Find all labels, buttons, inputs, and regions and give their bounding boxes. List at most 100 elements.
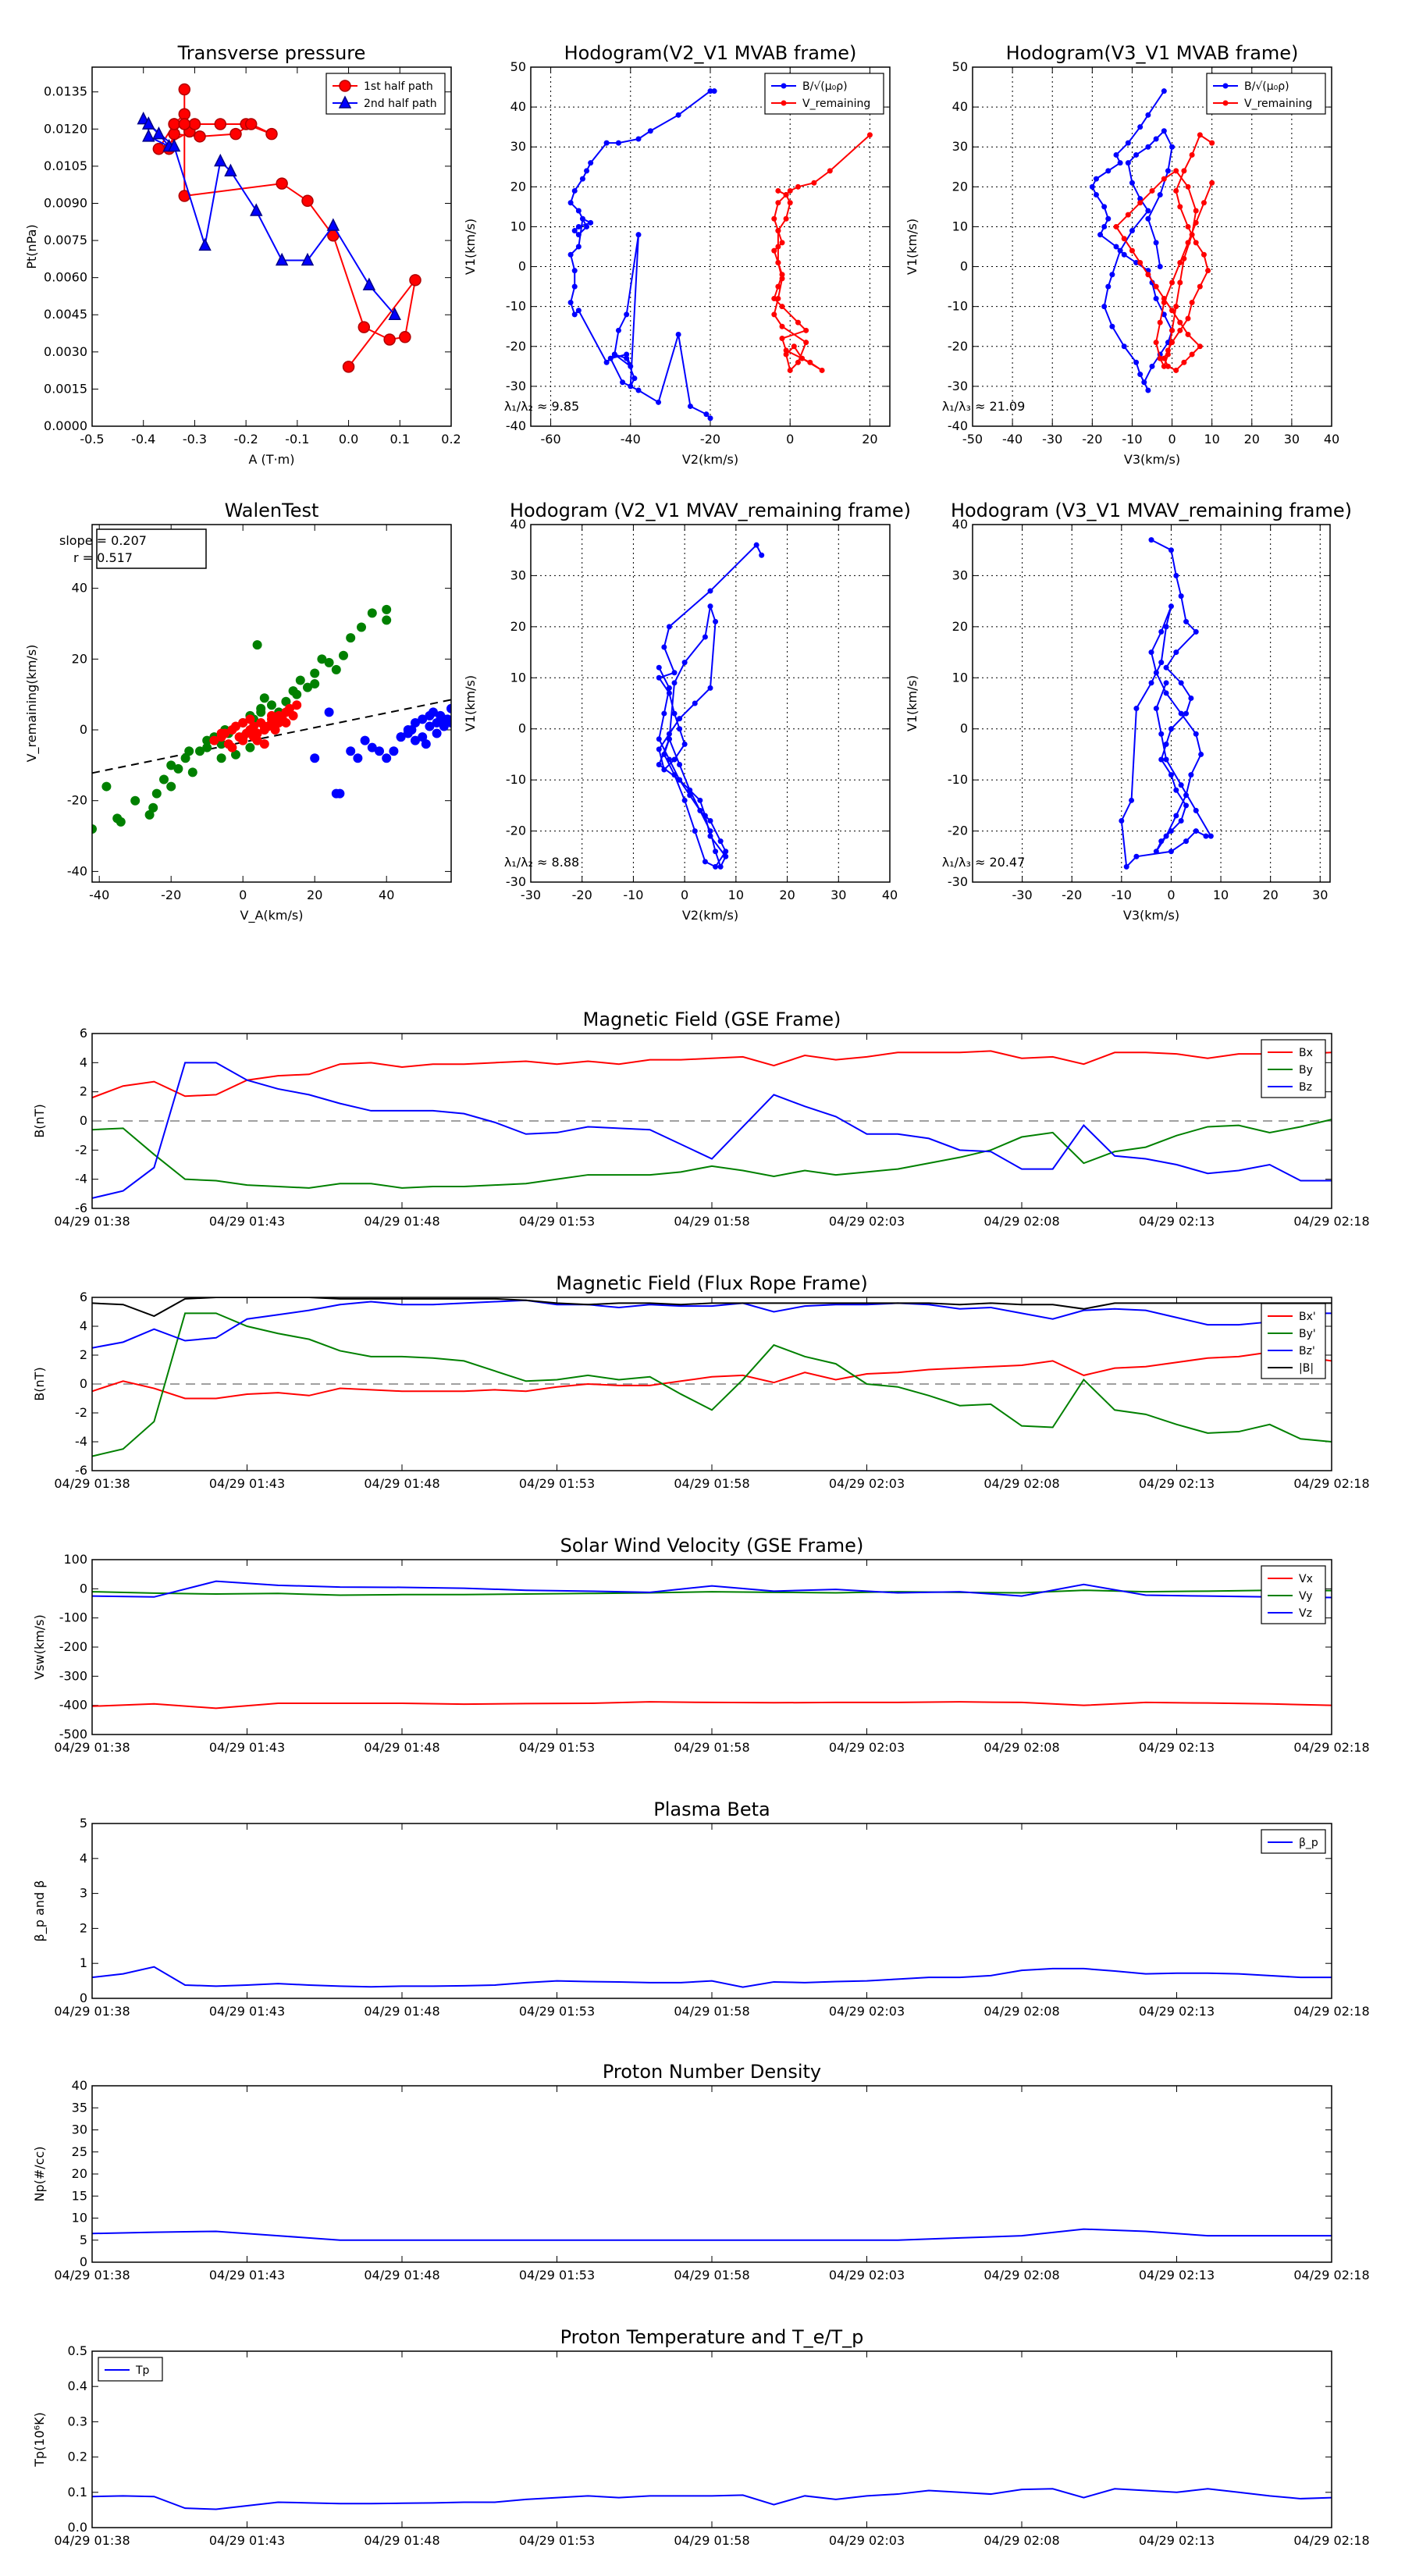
data-point <box>1181 168 1187 174</box>
data-point <box>1188 772 1194 778</box>
chart-panel-1: Hodogram(V2_V1 MVAB frame) -40 -30 -20 -10 0 1… <box>463 42 891 467</box>
data-point <box>274 717 284 728</box>
data-point <box>783 347 789 354</box>
y-tick-label: 10 <box>72 2211 87 2226</box>
data-point <box>1157 355 1163 361</box>
data-point <box>1125 212 1131 218</box>
data-point <box>231 749 240 760</box>
data-point <box>615 140 621 146</box>
data-point <box>168 118 180 130</box>
eigen-ratio-annotation: λ₁/λ₂ ≈ 8.88 <box>504 855 579 870</box>
x-tick-label: 20 <box>862 432 877 447</box>
data-point <box>1133 359 1140 365</box>
data-point <box>1208 833 1214 839</box>
chart-panel-0: Transverse pressure 0.0000 0.0015 0.0030 0.0… <box>24 42 461 467</box>
data-point <box>1197 283 1203 290</box>
data-point <box>717 838 724 845</box>
data-point <box>446 717 451 728</box>
y-tick-label: 0.2 <box>68 2450 87 2464</box>
data-point <box>1153 670 1159 676</box>
x-tick-label: -0.3 <box>183 432 207 447</box>
data-point <box>707 828 713 834</box>
data-point <box>1161 295 1167 301</box>
data-point <box>1178 782 1184 788</box>
legend-box <box>764 73 884 115</box>
data-point <box>375 746 384 756</box>
data-point <box>317 654 327 664</box>
plot-frame <box>972 524 1331 883</box>
data-point <box>281 696 291 706</box>
y-tick-label: -30 <box>948 874 968 889</box>
y-tick-label: 0 <box>80 1113 87 1128</box>
data-point <box>285 703 294 713</box>
data-point <box>571 187 578 194</box>
data-point <box>1173 649 1179 656</box>
x-tick-label: 0 <box>786 432 794 447</box>
chart-panel-8: Solar Wind Velocity (GSE Frame) -500 -400 -… <box>32 1535 1370 1755</box>
x-tick-label: -40 <box>1002 432 1023 447</box>
data-point <box>702 813 708 819</box>
data-point <box>1203 833 1209 839</box>
data-point <box>1173 187 1179 194</box>
data-layer <box>656 542 765 870</box>
data-point <box>656 664 662 671</box>
data-point <box>1148 537 1154 543</box>
x-tick-label: -10 <box>623 888 643 902</box>
x-tick-label: 40 <box>882 888 898 902</box>
y-tick-label: 25 <box>72 2144 87 2159</box>
x-tick-label: -50 <box>962 432 983 447</box>
x-tick-label: 04/29 02:18 <box>1293 1214 1369 1229</box>
data-point <box>1145 387 1151 393</box>
y-tick-label: -20 <box>506 339 526 354</box>
y-tick-label: -2 <box>75 1405 87 1420</box>
data-point <box>1113 151 1119 158</box>
data-point <box>771 295 777 301</box>
data-point <box>579 176 585 182</box>
x-tick-label: 04/29 02:08 <box>984 1214 1059 1229</box>
x-tick-label: 04/29 02:08 <box>984 1740 1059 1755</box>
data-point <box>779 276 785 282</box>
series-line-V_remaining <box>773 134 871 372</box>
y-tick-label: 0.1 <box>68 2485 87 2500</box>
data-point <box>1157 192 1163 198</box>
y-tick-label: -40 <box>67 863 87 878</box>
data-point <box>656 746 662 753</box>
data-point <box>259 739 269 749</box>
data-point <box>389 746 399 756</box>
data-point <box>245 742 255 753</box>
data-point <box>1185 331 1191 337</box>
data-point <box>677 726 683 732</box>
data-point <box>1209 140 1215 146</box>
data-point <box>707 685 713 691</box>
y-tick-label: 0.0015 <box>44 381 87 396</box>
data-point <box>259 693 269 703</box>
data-point <box>799 355 806 361</box>
x-tick-label: -0.2 <box>234 432 258 447</box>
y-tick-label: 20 <box>72 2166 87 2181</box>
y-tick-label: 0 <box>960 721 968 736</box>
y-tick-label: 20 <box>510 179 526 194</box>
data-point <box>1178 710 1184 717</box>
chart-panel-6: Magnetic Field (GSE Frame) -6 -4 -2 0 2 4 6 04/2… <box>32 1009 1370 1229</box>
x-tick-label: 04/29 01:43 <box>209 1740 285 1755</box>
data-point <box>411 735 420 745</box>
x-tick-label: 10 <box>728 888 744 902</box>
data-point <box>382 753 392 763</box>
x-tick-label: 04/29 02:03 <box>829 2268 905 2282</box>
y-tick-label: -30 <box>506 379 526 393</box>
data-layer <box>92 1050 1332 1199</box>
y-tick-label: -40 <box>948 418 968 433</box>
x-tick-label: 04/29 01:58 <box>674 2004 749 2019</box>
data-point <box>1105 168 1112 174</box>
x-tick-label: 04/29 02:18 <box>1293 1740 1369 1755</box>
data-point <box>687 787 693 793</box>
data-point <box>1117 247 1123 254</box>
plot-frame <box>91 1823 1332 1999</box>
x-tick-label: 0 <box>239 888 247 902</box>
data-point <box>180 753 190 763</box>
x-tick-label: -10 <box>1122 432 1142 447</box>
data-point <box>1173 813 1179 819</box>
data-point <box>1158 731 1165 737</box>
x-tick-label: -40 <box>621 432 641 447</box>
